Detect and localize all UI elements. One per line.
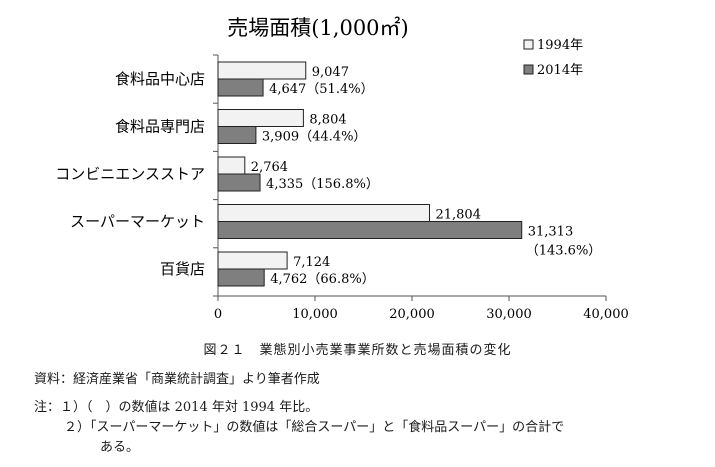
- x-tick-label: 40,000: [583, 307, 629, 322]
- chart-title: 売場面積(1,000㎡): [227, 16, 409, 40]
- data-label: 8,804: [309, 113, 346, 128]
- x-tick-label: 20,000: [389, 307, 435, 322]
- source-note: 資料：経済産業省「商業統計調査」より筆者作成: [34, 372, 320, 387]
- note-1: 注：１）（ ）の数値は 2014 年対 1994 年比。: [34, 400, 319, 415]
- figure-caption: 図２１ 業態別小売業事業所数と売場面積の変化: [203, 343, 512, 358]
- category-label: スーパーマーケット: [70, 213, 205, 231]
- legend-swatch: [523, 64, 534, 75]
- bar: [217, 251, 288, 270]
- data-label: 4,335（156.8%）: [266, 177, 379, 192]
- legend: 1994年 2014年: [523, 38, 583, 78]
- bar: [217, 204, 430, 222]
- bar: [217, 61, 307, 80]
- bar: [217, 126, 257, 144]
- data-label: 4,647（51.4%）: [269, 82, 374, 97]
- legend-label: 2014年: [537, 63, 583, 78]
- bar: [217, 221, 523, 239]
- data-label: 4,762（66.8%）: [270, 272, 375, 287]
- data-label: 2,764: [251, 160, 288, 175]
- bar: [217, 268, 265, 287]
- data-label: 31,313: [528, 225, 574, 240]
- data-label-ratio: （143.6%）: [526, 244, 602, 259]
- note-2-continued: ある。: [100, 440, 140, 455]
- data-label: 3,909（44.4%）: [262, 130, 367, 145]
- legend-swatch: [523, 39, 534, 50]
- bar: [217, 109, 304, 127]
- data-label: 21,804: [435, 208, 481, 223]
- category-label: コンビニエンスストア: [55, 165, 205, 183]
- category-label: 食料品中心店: [115, 70, 205, 88]
- category-label: 食料品専門店: [115, 118, 205, 136]
- note-2: ２）「スーパーマーケット」の数値は「総合スーパー」と「食料品スーパー」の合計で: [64, 420, 565, 435]
- bar: [217, 173, 261, 192]
- plot-area: 0 10,000 20,000 30,000 40,000 食料品中心店 9,047 4,64…: [55, 54, 629, 322]
- x-tick-label: 0: [214, 307, 222, 322]
- bar: [217, 156, 246, 175]
- data-label: 7,124: [293, 255, 330, 270]
- category-label: 百貨店: [160, 260, 205, 278]
- bar: [217, 78, 264, 97]
- data-label: 9,047: [312, 65, 349, 80]
- x-tick-label: 10,000: [292, 307, 338, 322]
- x-tick-label: 30,000: [486, 307, 532, 322]
- legend-label: 1994年: [537, 38, 583, 53]
- bar-chart: 売場面積(1,000㎡) 0 10,000 20,000 30,000 40,000 食料…: [55, 16, 629, 322]
